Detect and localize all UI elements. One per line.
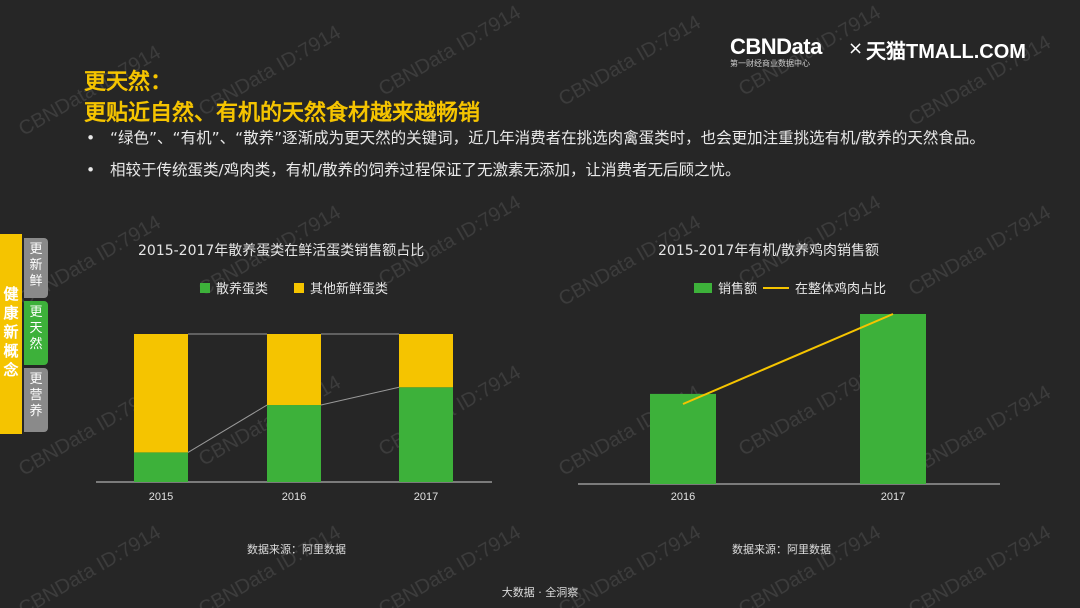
connector-line — [187, 404, 268, 453]
chart2-legend: 销售额 在整体鸡肉占比 — [694, 278, 886, 297]
legend-swatch-line — [763, 286, 790, 289]
legend-label: 散养蛋类 — [216, 282, 269, 297]
page-subtitle: 更贴近自然、有机的天然食材越来越畅销 — [84, 101, 481, 126]
legend-label: 其他新鲜蛋类 — [310, 282, 389, 297]
bar-other-eggs — [267, 334, 321, 406]
bullet-item: • “绿色”、“有机”、“散养”逐渐成为更天然的关键词，近几年消费者在挑选肉禽蛋… — [86, 126, 1026, 150]
bar-free-range-eggs — [399, 387, 453, 482]
bullet-marker: • — [86, 129, 96, 147]
legend-swatch-green — [200, 282, 210, 293]
bar-free-range-eggs — [267, 405, 321, 482]
bullet-text: 相较于传统蛋类/鸡肉类，有机/散养的饲养过程保证了无激素无添加，让消费者无后顾之… — [110, 161, 741, 179]
cbndata-logo: CBNData 第一财经商业数据中心 — [730, 34, 822, 69]
x-tick-label: 2016 — [282, 491, 306, 503]
x-tick-label: 2017 — [414, 491, 438, 503]
legend-swatch-green — [694, 282, 712, 293]
sidebar-tab-nutrition[interactable]: 更营养 — [24, 368, 48, 432]
sidebar-main-label: 健康新概念 — [3, 285, 19, 379]
tmall-logo: 天猫TMALL.COM — [866, 41, 1026, 63]
footer-slogan: 大数据 · 全洞察 — [501, 586, 579, 599]
logo-times: × — [848, 38, 864, 59]
logo-brand: CBNData — [730, 34, 822, 59]
chart2-source: 数据来源：阿里数据 — [732, 543, 831, 556]
logo-subtitle: 第一财经商业数据中心 — [730, 59, 810, 68]
x-tick-label: 2015 — [149, 491, 173, 503]
bullet-item: • 相较于传统蛋类/鸡肉类，有机/散养的饲养过程保证了无激素无添加，让消费者无后… — [86, 158, 1026, 182]
x-tick-label: 2017 — [881, 491, 905, 503]
legend-swatch-yellow — [294, 282, 305, 293]
share-line — [682, 313, 894, 405]
legend-label: 在整体鸡肉占比 — [795, 282, 887, 297]
chart1-legend: 散养蛋类 其他新鲜蛋类 — [200, 278, 388, 297]
sidebar-tab-fresh[interactable]: 更新鲜 — [24, 238, 48, 298]
chart1-title: 2015-2017年散养蛋类在鲜活蛋类销售额占比 — [138, 243, 425, 259]
bar-other-eggs — [134, 334, 188, 453]
sidebar-accent — [0, 234, 22, 434]
chart1-source: 数据来源：阿里数据 — [247, 543, 346, 556]
x-tick-label: 2016 — [671, 491, 695, 503]
bullet-list: • “绿色”、“有机”、“散养”逐渐成为更天然的关键词，近几年消费者在挑选肉禽蛋… — [86, 126, 1026, 190]
chart2-title: 2015-2017年有机/散养鸡肉销售额 — [658, 243, 880, 259]
legend-label: 销售额 — [718, 282, 758, 297]
bar-other-eggs — [399, 334, 453, 388]
sidebar-tab-natural[interactable]: 更天然 — [24, 301, 48, 365]
connector-line — [320, 386, 400, 406]
bar-sales — [650, 393, 716, 484]
page-title: 更天然： — [84, 70, 173, 95]
bullet-text: “绿色”、“有机”、“散养”逐渐成为更天然的关键词，近几年消费者在挑选肉禽蛋类时… — [110, 129, 985, 147]
bar-sales — [860, 314, 926, 484]
bullet-marker: • — [86, 161, 96, 179]
bar-free-range-eggs — [134, 452, 188, 482]
